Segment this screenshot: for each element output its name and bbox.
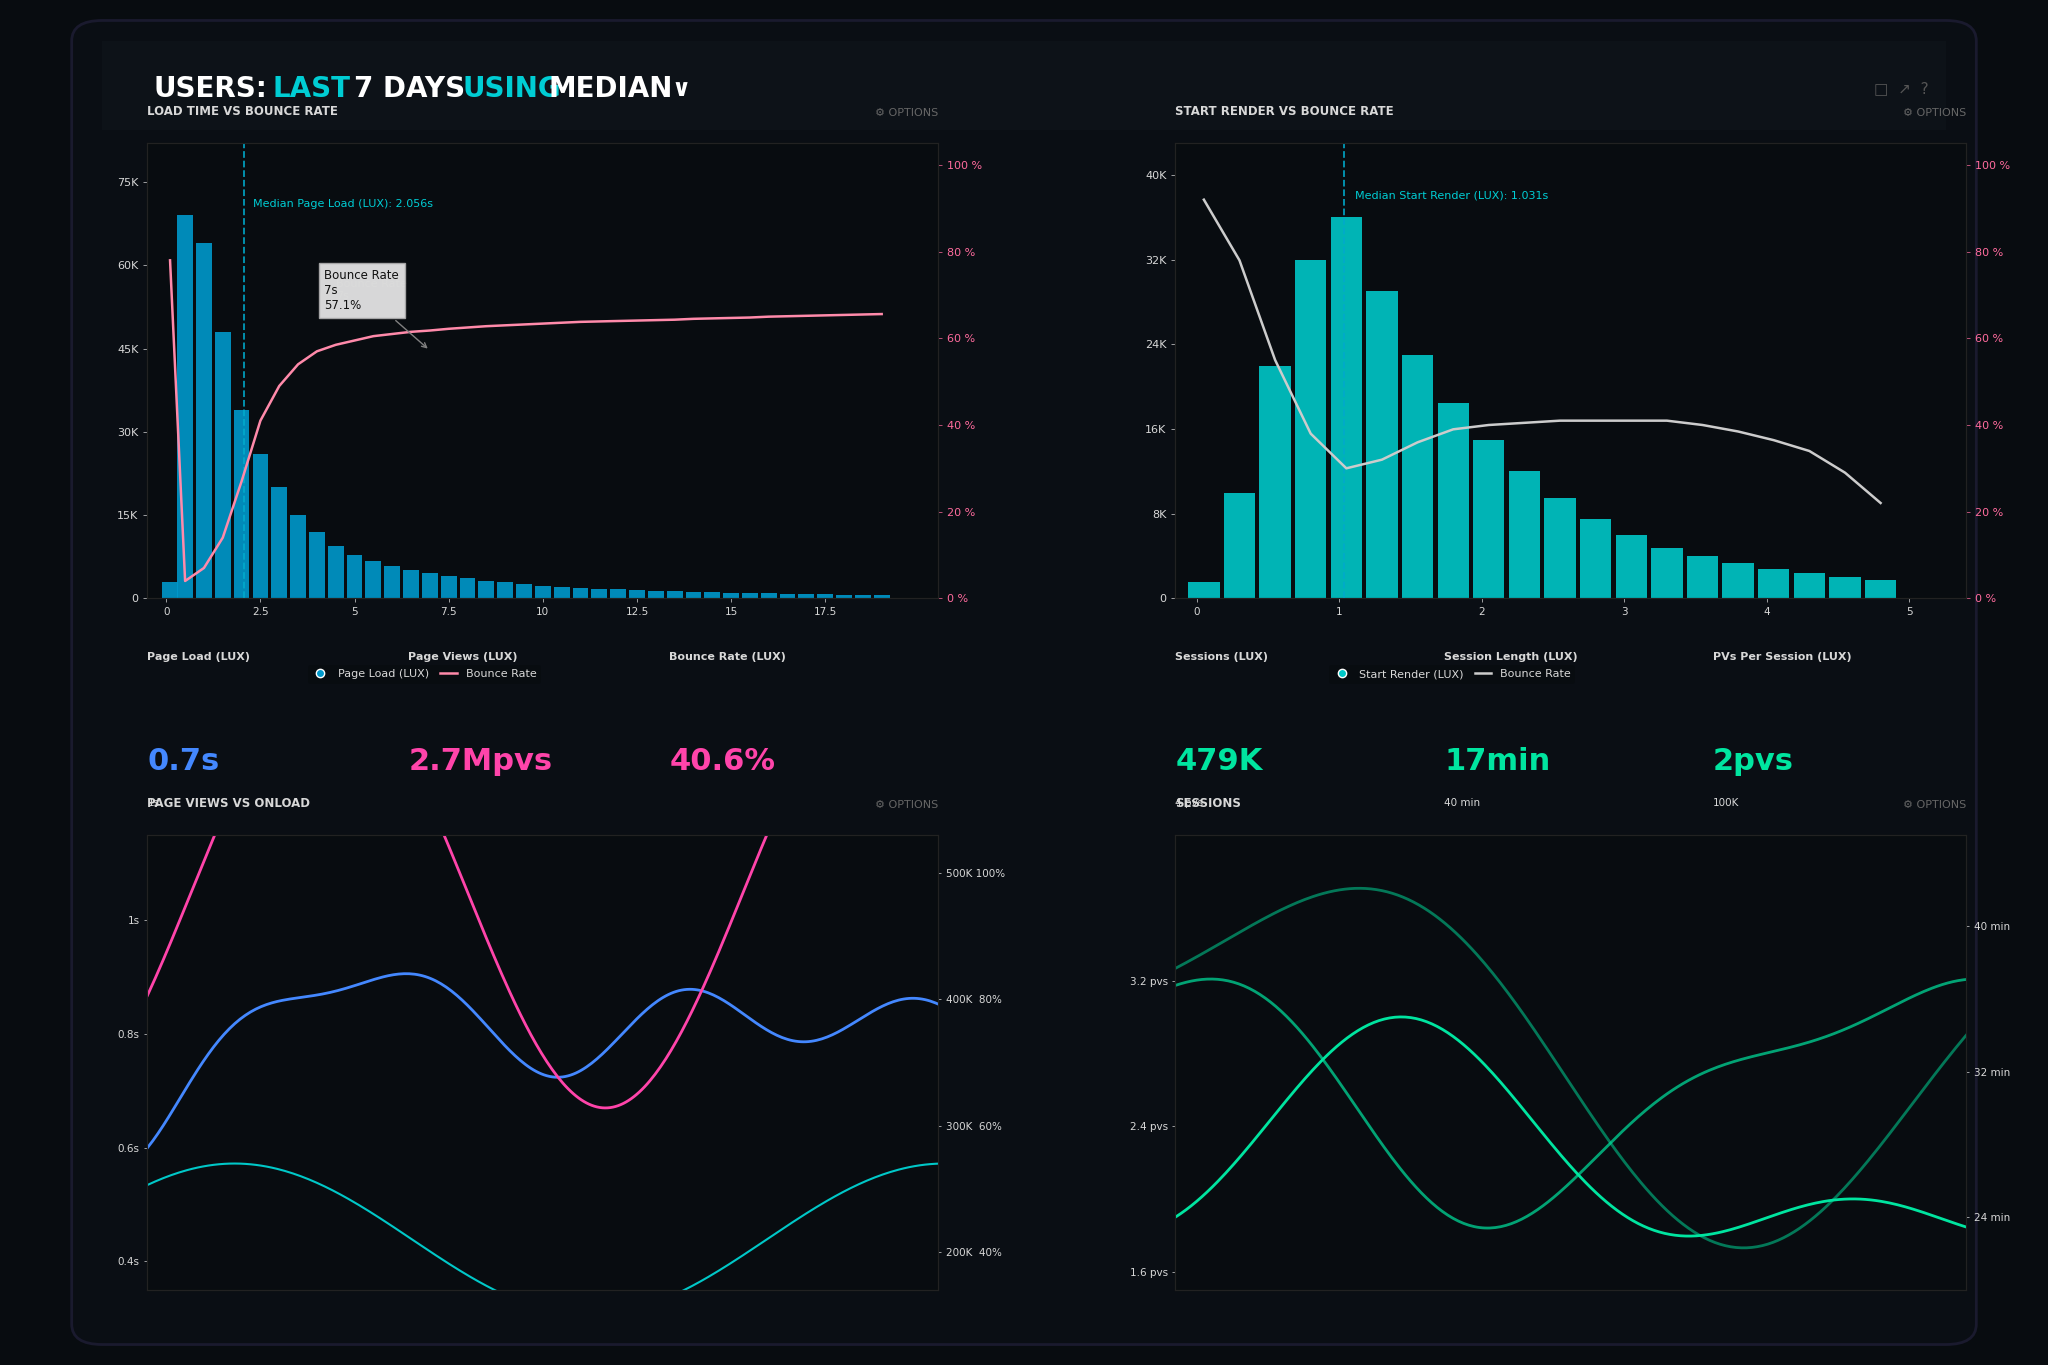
Text: Page Load (LUX): Page Load (LUX) (147, 652, 250, 662)
Text: Bounce Rate
7s: Bounce Rate 7s (336, 278, 406, 313)
Text: 0.7s: 0.7s (147, 747, 219, 775)
Bar (647, 591, 664, 598)
Text: Median Start Render (LUX): 1.031s: Median Start Render (LUX): 1.031s (1356, 191, 1548, 201)
Text: USING: USING (463, 75, 561, 102)
Text: □  ↗  ?: □ ↗ ? (1874, 82, 1929, 96)
Legend: Start Render (LUX), Bounce Rate: Start Render (LUX), Bounce Rate (1329, 665, 1575, 684)
Bar (102, 41, 1946, 130)
Bar (1473, 440, 1505, 598)
Bar (233, 410, 250, 598)
Text: START RENDER VS BOUNCE RATE: START RENDER VS BOUNCE RATE (1176, 105, 1395, 119)
Bar (440, 576, 457, 598)
Bar (1651, 547, 1683, 598)
Bar (1188, 583, 1219, 598)
Bar (328, 546, 344, 598)
Bar (760, 594, 776, 598)
Text: ∨: ∨ (672, 76, 690, 101)
Bar (535, 586, 551, 598)
Text: Bounce Rate (LUX): Bounce Rate (LUX) (670, 652, 786, 662)
Text: ⚙ OPTIONS: ⚙ OPTIONS (1903, 108, 1966, 119)
Text: MEDIAN: MEDIAN (549, 75, 674, 102)
Bar (573, 588, 588, 598)
Bar (459, 579, 475, 598)
Bar (610, 590, 627, 598)
Bar (197, 243, 211, 598)
Text: 4 pvs: 4 pvs (1176, 797, 1204, 808)
Legend: Page Load (LUX), Bounce Rate: Page Load (LUX), Bounce Rate (307, 665, 541, 684)
Text: Session Length (LUX): Session Length (LUX) (1444, 652, 1577, 662)
Bar (836, 595, 852, 598)
Bar (162, 581, 178, 598)
Text: Page Views (LUX): Page Views (LUX) (408, 652, 518, 662)
Bar (799, 594, 815, 598)
Bar (629, 590, 645, 598)
Text: USERS:: USERS: (154, 75, 268, 102)
Bar (498, 583, 514, 598)
Bar (1403, 355, 1434, 598)
Bar (1260, 366, 1290, 598)
Bar (479, 581, 494, 598)
Text: ⚙ OPTIONS: ⚙ OPTIONS (874, 108, 938, 119)
Text: ⚙ OPTIONS: ⚙ OPTIONS (1903, 800, 1966, 809)
Text: Median Page Load (LUX): 2.056s: Median Page Load (LUX): 2.056s (254, 199, 432, 209)
Bar (854, 595, 870, 598)
Bar (553, 587, 569, 598)
Bar (1544, 498, 1575, 598)
Bar (723, 592, 739, 598)
Text: Bounce Rate
7s
57.1%: Bounce Rate 7s 57.1% (324, 269, 426, 348)
Bar (741, 594, 758, 598)
Text: ⚙ OPTIONS: ⚙ OPTIONS (874, 800, 938, 809)
Bar (270, 487, 287, 598)
Bar (516, 584, 532, 598)
Text: 100K: 100K (1712, 797, 1739, 808)
Bar (1366, 292, 1397, 598)
Bar (705, 592, 721, 598)
Bar (215, 332, 231, 598)
Bar (1225, 493, 1255, 598)
Bar (1688, 556, 1718, 598)
Bar (1294, 259, 1327, 598)
Bar (1866, 580, 1896, 598)
Bar (365, 561, 381, 598)
Bar (422, 573, 438, 598)
Text: 17min: 17min (1444, 747, 1550, 775)
Text: 1s: 1s (147, 797, 160, 808)
Bar (780, 594, 795, 598)
Bar (403, 571, 420, 598)
Text: LOAD TIME VS BOUNCE RATE: LOAD TIME VS BOUNCE RATE (147, 105, 338, 119)
Text: SESSIONS: SESSIONS (1176, 797, 1241, 809)
Bar (346, 556, 362, 598)
Text: 479K: 479K (1176, 747, 1264, 775)
Bar (1829, 577, 1862, 598)
Bar (668, 591, 682, 598)
Text: LAST: LAST (272, 75, 350, 102)
Bar (291, 515, 305, 598)
Bar (1509, 471, 1540, 598)
Bar (686, 592, 700, 598)
Bar (178, 216, 193, 598)
Bar (1757, 569, 1790, 598)
Bar (1579, 519, 1612, 598)
Text: Sessions (LUX): Sessions (LUX) (1176, 652, 1268, 662)
Bar (817, 594, 834, 598)
Text: 2pvs: 2pvs (1712, 747, 1794, 775)
Text: 7 DAYS: 7 DAYS (354, 75, 465, 102)
Bar (1331, 217, 1362, 598)
Bar (252, 455, 268, 598)
Text: 2.7Mpvs: 2.7Mpvs (408, 747, 553, 775)
Bar (592, 588, 606, 598)
Text: PAGE VIEWS VS ONLOAD: PAGE VIEWS VS ONLOAD (147, 797, 311, 809)
Bar (309, 532, 326, 598)
Bar (1616, 535, 1647, 598)
Bar (1438, 403, 1468, 598)
Text: 40 min: 40 min (1444, 797, 1481, 808)
Text: PVs Per Session (LUX): PVs Per Session (LUX) (1712, 652, 1851, 662)
Text: 40.6%: 40.6% (670, 747, 776, 775)
Bar (385, 565, 399, 598)
Bar (874, 595, 889, 598)
FancyBboxPatch shape (72, 20, 1976, 1345)
Bar (1722, 564, 1753, 598)
Bar (1794, 573, 1825, 598)
